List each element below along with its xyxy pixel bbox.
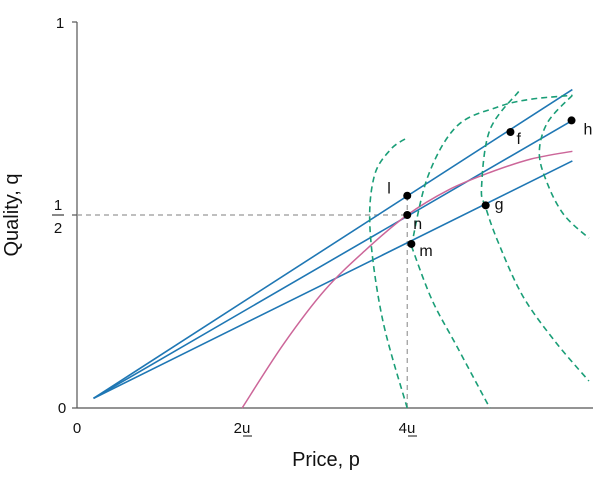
y-tick-label-half-denominator: 2 [54,220,62,237]
point-label-n: n [413,216,422,233]
point-f [506,128,515,137]
x-axis-title: Price, p [292,449,360,471]
x-tick-label-4u: 4u [399,420,416,437]
iso-3 [410,245,491,409]
point-h [567,116,576,125]
y-tick-label-1: 1 [56,15,64,32]
iso-5 [538,94,590,239]
point-label-f: f [516,131,521,148]
reference-lines [77,195,408,408]
y-axis-title: Quality, q [1,174,23,257]
y-tick-label-half-numerator: 1 [54,197,62,214]
point-n [403,211,412,219]
x-tick-label-2u: 2u [234,420,251,437]
point-label-g: g [495,196,504,213]
iso-4 [480,91,590,382]
iso-2 [410,94,573,247]
x-tick-label-0: 0 [73,420,81,437]
point-l [403,191,412,200]
point-label-m: m [419,243,432,260]
point-g [481,201,490,210]
point-m [407,239,416,248]
points-group: l nm g f h [387,116,592,260]
y-tick-label-0: 0 [58,400,66,417]
series-group [93,88,590,409]
ray-upper [93,88,573,400]
ray-lower [93,160,573,400]
iso-1 [368,137,408,409]
point-label-l: l [387,181,391,198]
point-label-h: h [584,121,593,138]
ray-middle [93,119,573,400]
